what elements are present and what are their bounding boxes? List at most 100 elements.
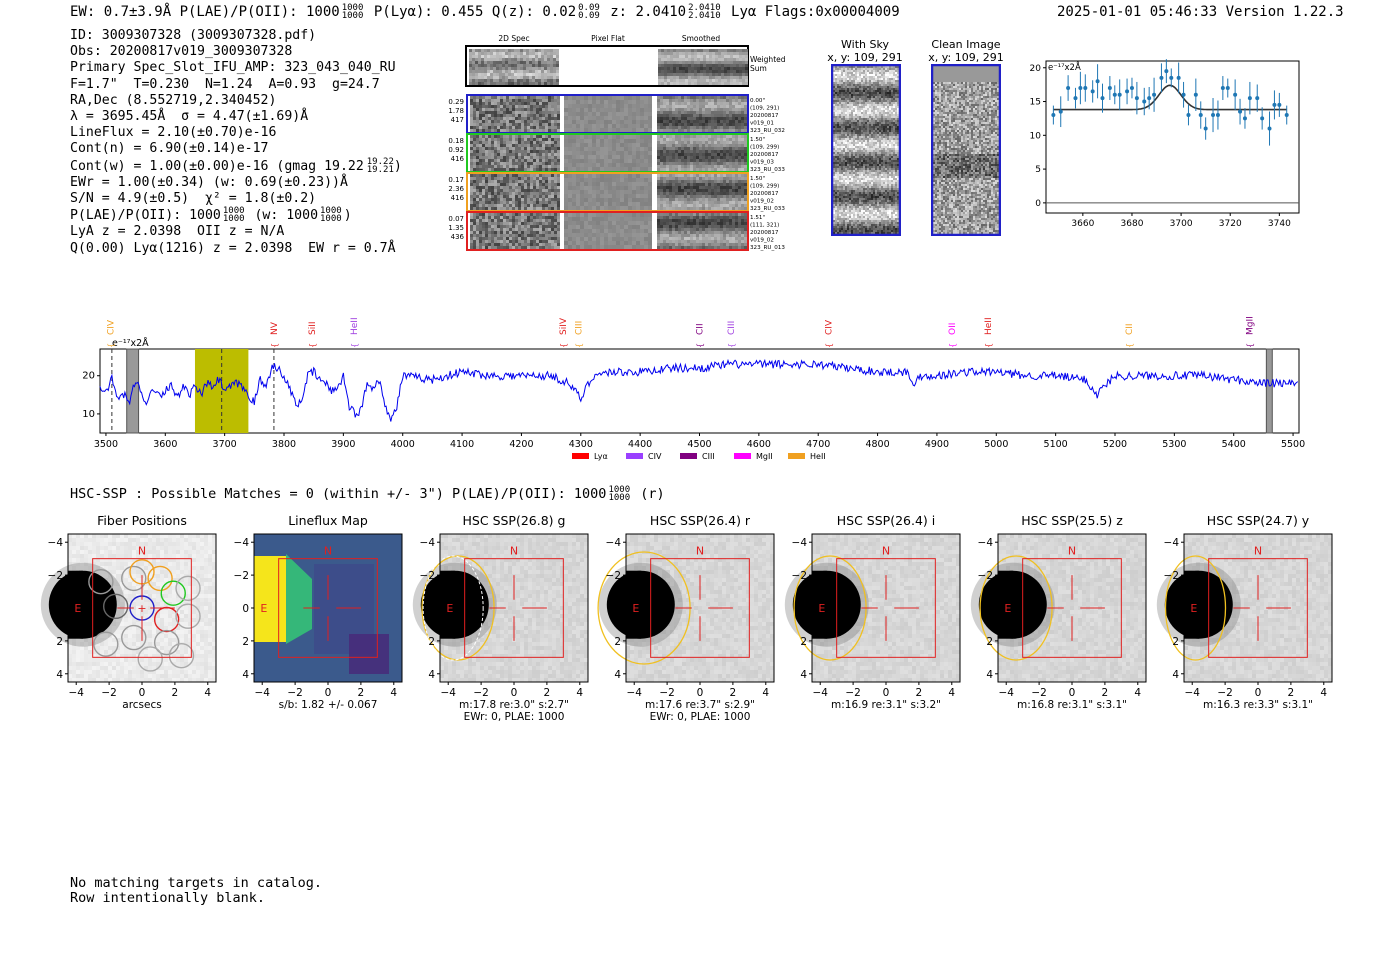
panel-title: Lineflux Map [288,513,368,528]
spec2d-row-meta: 1.51" [750,215,765,221]
panel-caption: s/b: 1.82 +/- 0.067 [279,699,378,711]
spec2d-row-meta: 323_RU_032 [750,128,785,134]
hsc-tail: (r) [632,486,665,502]
info-q-line: Q(0.00) Lyα(1216) z = 2.0398 EW r = 0.7Å [70,240,396,256]
panel-ytick-label: 0 [800,603,807,615]
zoom-xtick-label: 3700 [1170,219,1193,229]
hsc-summary-text: HSC-SSP : Possible Matches = 0 (within +… [70,486,607,502]
info-ewr: EWr = 1.00(±0.34) (w: 0.69(±0.23))Å [70,174,348,190]
target-box [1208,558,1308,658]
full-spectrum-line [99,358,1299,422]
panel-ytick-label: 4 [1172,669,1179,681]
panel-xtick-label: 2 [916,687,923,699]
north-label: N [324,544,332,557]
target-box [836,558,936,658]
clean-image-coords: x, y: 109, 291 [928,51,1004,64]
spec2d-row-num: 436 [451,233,465,241]
spec2d-row-meta: v019_01 [750,121,774,127]
zoom-data-point [1215,113,1220,118]
clean-image-frame [931,64,1001,236]
with-sky-noise [833,66,899,234]
spec2d-row-num: 0.17 [448,176,464,184]
full-xtick-label: 5300 [1162,439,1186,450]
zoom-data-point [1193,92,1198,97]
spec2d-row-num: 1.35 [448,224,464,232]
zoom-data-point [1058,109,1063,114]
info-contn: Cont(n) = 6.90(±0.14)e-17 [70,141,269,157]
full-xtick-label: 4300 [569,439,593,450]
panel-ytick-label: −4 [1164,537,1180,549]
east-label: E [446,602,453,615]
panel-ytick-label: 4 [242,669,249,681]
with-sky-image [831,64,901,236]
panel-xtick-label: 2 [172,687,179,699]
zoom-xtick-label: 3660 [1071,219,1094,229]
panel-ytick-label: 2 [986,636,993,648]
header-version: Version 1.22.3 [1225,4,1344,20]
panel-ytick-label: −2 [978,570,993,582]
spec2d-row-meta: 0.00" [750,98,765,104]
zoom-data-point [1073,96,1078,101]
header-z: z: 2.0410 [601,4,687,20]
zoom-data-point [1211,113,1216,118]
panel-title: Fiber Positions [97,513,187,528]
full-xtick-label: 3700 [213,439,237,450]
fiber-circle [88,568,114,595]
lineflux-darker [349,634,389,674]
aperture-ellipse-dashed [422,555,484,661]
info-plae-w-sub: 1000 [320,214,342,225]
panel-ytick-label: 4 [56,669,63,681]
spec2d-row-meta: v019_03 [750,160,774,166]
panel-ytick-label: 4 [986,669,993,681]
full-line-bracket: { [696,343,705,348]
zoom-ytick-label: 15 [1030,98,1041,108]
panel-xtick-label: 0 [325,687,332,699]
panel-caption: m:16.3 re:3.3" s:3.1" [1203,699,1313,711]
info-plae: P(LAE)/P(OII): 1000 [70,208,221,224]
north-label: N [1068,544,1076,557]
zoom-data-point [1186,113,1191,118]
panel-xtick-label: −2 [473,687,488,699]
east-label: E [260,602,267,615]
panel-ytick-label: −2 [792,570,807,582]
zoom-data-point [1242,116,1247,121]
info-radec: RA,Dec (8.552719,2.340452) [70,92,277,108]
zoom-data-point [1284,113,1289,118]
zoom-data-point [1267,126,1272,131]
spec2d-row-num: 0.18 [448,137,464,145]
zoom-data-point [1159,75,1164,80]
spec2d-row-flat [564,135,652,171]
spec2d-row-meta: (109, 299) [750,184,779,190]
panel-xtick-label: −4 [254,687,270,699]
full-xtick-label: 3600 [153,439,177,450]
spec2d-row-flat [564,174,652,210]
spec2d-row-raw [470,135,560,171]
header-plae-sub: 1000 [341,11,364,21]
weighted-sum-label: Weighted [750,55,786,64]
panel-xtick-label: 0 [697,687,704,699]
full-line-label: CII [696,323,706,335]
east-label: E [74,602,81,615]
panel-ytick-label: −2 [1164,570,1179,582]
zoom-data-point [1198,113,1203,118]
spec2d-col-title: Pixel Flat [591,34,625,43]
zoom-ytick-label: 20 [1030,64,1041,74]
info-block: ID: 3009307328 (3009307328.pdf) Obs: 2020… [70,28,402,257]
header-datetime: 2025-01-01 05:46:33 [1057,4,1218,20]
spec2d-row-raw [470,174,560,210]
east-label: E [632,602,639,615]
full-line-bracket: { [574,343,583,348]
zoom-data-point [1176,75,1181,80]
panel-ytick-label: −2 [234,570,249,582]
fiber-circle [121,624,147,651]
panel-title: HSC SSP(26.4) i [837,513,935,528]
info-lambda: λ = 3695.45Å σ = 4.47(±1.69)Å [70,109,309,125]
fiber-circle [102,593,129,620]
catalog-note-line2: Row intentionally blank. [70,890,266,906]
full-xtick-label: 3900 [331,439,355,450]
full-line-label: MgII [1246,316,1256,335]
full-line-label: OII [948,323,958,335]
north-label: N [882,544,890,557]
source-blob-edge [1184,570,1199,639]
